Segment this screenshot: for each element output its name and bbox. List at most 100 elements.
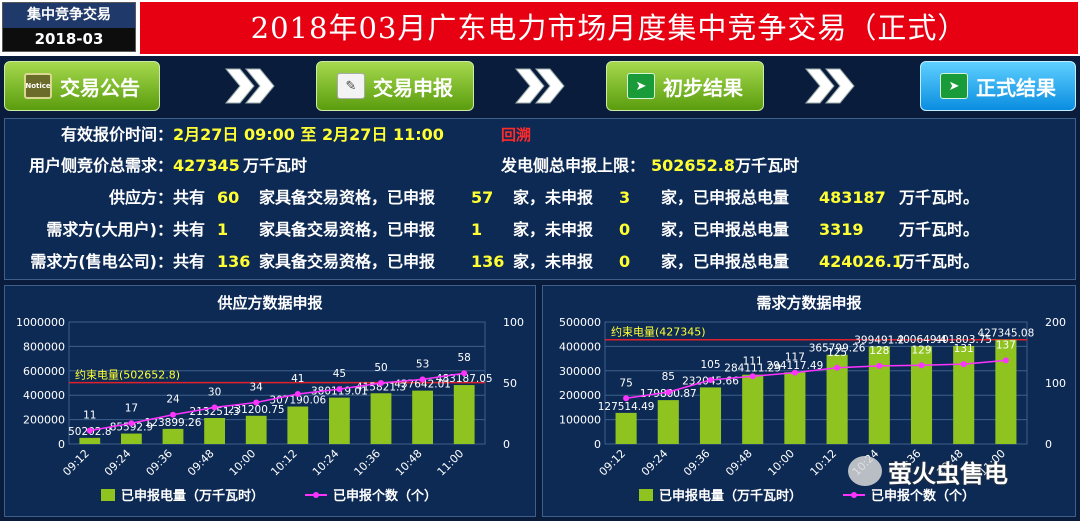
bar	[742, 374, 764, 444]
legend-bar-label: 已申报电量（万千瓦时）	[659, 488, 802, 504]
count-point	[665, 389, 672, 396]
gen-limit-label: 发电侧总申报上限：	[501, 156, 646, 175]
y-tick-label: 800000	[23, 340, 65, 353]
row-text: 家，已申报总电量	[661, 252, 790, 271]
nav-button-announcement[interactable]: Notice 交易公告	[4, 61, 160, 111]
nav-button-preliminary-result[interactable]: ➤ 初步结果	[606, 61, 764, 111]
bar	[287, 406, 309, 444]
y-tick-label: 400000	[23, 389, 65, 402]
row-text: 家，未申报	[513, 188, 594, 207]
x-tick-label: 10:00	[227, 447, 259, 479]
count-point	[461, 370, 468, 377]
x-tick-label: 11:00	[435, 447, 467, 479]
count-point	[253, 399, 260, 406]
user-demand-label: 用户侧竞价总需求：	[28, 156, 173, 175]
declared-count: 136	[471, 252, 505, 271]
count-value-label: 75	[619, 377, 632, 389]
row-text: 共有	[173, 252, 206, 271]
row-text: 共有	[173, 220, 206, 239]
reference-line-label: 约束电量(427345)	[611, 326, 706, 339]
bar-value-label: 231200.75	[228, 404, 285, 416]
row-text: 家具备交易资格，已申报	[259, 252, 436, 271]
count-value-label: 11	[83, 410, 96, 422]
row-label: 供应方：	[108, 188, 173, 207]
nav-label: 初步结果	[663, 75, 743, 100]
edit-icon: ✎	[337, 73, 365, 99]
x-tick-label: 09:12	[597, 447, 629, 479]
row-text: 家具备交易资格，已申报	[259, 220, 436, 239]
count-value-label: 117	[785, 352, 805, 364]
notice-icon: Notice	[24, 73, 52, 99]
badge-title: 集中竞争交易	[3, 3, 135, 28]
user-demand-value: 427345	[173, 156, 240, 175]
row-text: 共有	[173, 188, 206, 207]
count-value-label: 58	[458, 352, 471, 364]
bar	[121, 433, 142, 444]
y-tick-label: 600000	[23, 365, 65, 378]
x-tick-label: 10:24	[310, 447, 342, 479]
bar	[995, 339, 1017, 444]
y-tick-label: 0	[594, 438, 601, 451]
double-chevron-right-icon	[804, 68, 855, 104]
legend-bar-swatch	[101, 489, 115, 501]
undeclared-count: 3	[619, 188, 631, 207]
trade-type-badge: 集中竞争交易 2018-03	[2, 2, 136, 52]
y-tick-label: 100000	[559, 414, 601, 427]
user-demand-unit: 万千瓦时	[243, 156, 308, 175]
chart-title: 供应方数据申报	[217, 294, 323, 312]
bar	[953, 345, 975, 444]
bar	[453, 385, 475, 444]
count-value-label: 30	[208, 386, 221, 398]
count-point	[170, 411, 176, 418]
bar-value-label: 427345.08	[978, 328, 1035, 340]
count-point	[86, 427, 93, 434]
bar	[412, 390, 433, 444]
trade-summary-panel: 有效报价时间： 2月27日 09:00 至 2月27日 11:00 回溯 用户侧…	[4, 118, 1076, 280]
declared-total: 3319	[819, 220, 864, 239]
double-chevron-right-icon	[514, 68, 565, 104]
nav-button-declaration[interactable]: ✎ 交易申报	[316, 61, 474, 111]
x-tick-label: 09:24	[102, 447, 134, 479]
bar-value-label: 400649.4	[896, 334, 946, 346]
watermark: 萤火虫售电	[848, 454, 1068, 488]
y-tick-label: 300000	[559, 365, 601, 378]
bar	[868, 346, 890, 444]
count-value-label: 24	[166, 394, 180, 406]
result-icon: ➤	[940, 73, 968, 99]
qualified-count: 136	[217, 252, 251, 271]
bar-value-label: 399491.2	[854, 335, 904, 347]
legend-bar-label: 已申报电量（万千瓦时）	[121, 488, 264, 504]
count-point	[623, 395, 630, 402]
bar	[657, 400, 679, 444]
bar-value-label: 401803.75	[935, 334, 992, 346]
count-value-label: 34	[250, 382, 264, 394]
row-text: 万千瓦时。	[899, 252, 980, 271]
row-label: 需求方(大用户)：	[46, 220, 173, 239]
x-tick-label: 09:36	[681, 447, 713, 479]
count-point	[294, 390, 301, 397]
y2-tick-label: 50	[503, 377, 517, 390]
count-point	[960, 361, 967, 368]
count-point	[707, 376, 714, 383]
count-value-label: 111	[743, 355, 763, 367]
replay-link[interactable]: 回溯	[501, 126, 532, 144]
x-tick-label: 10:12	[268, 447, 300, 479]
valid-time-value: 2月27日 09:00 至 2月27日 11:00	[173, 125, 444, 144]
row-text: 家，已申报总电量	[661, 220, 790, 239]
legend-line-label: 已申报个数（个）	[871, 488, 975, 504]
undeclared-count: 0	[619, 220, 631, 239]
valid-time-row: 有效报价时间： 2月27日 09:00 至 2月27日 11:00 回溯	[5, 122, 1075, 148]
x-tick-label: 09:36	[144, 447, 176, 479]
nav-button-final-result[interactable]: ➤ 正式结果	[920, 61, 1076, 111]
bar	[162, 428, 184, 444]
y-tick-label: 200000	[23, 414, 65, 427]
x-tick-label: 09:12	[60, 447, 92, 479]
large-user-row: 需求方(大用户)： 共有 1 家具备交易资格，已申报 1 家，未申报 0 家，已…	[5, 217, 1075, 243]
legend-line-label: 已申报个数（个）	[333, 488, 437, 504]
chart-title: 需求方数据申报	[756, 294, 862, 312]
count-point	[918, 362, 925, 369]
y2-tick-label: 100	[503, 316, 524, 329]
y-tick-label: 200000	[559, 389, 601, 402]
bar	[79, 437, 101, 444]
x-tick-label: 10:00	[765, 447, 797, 479]
